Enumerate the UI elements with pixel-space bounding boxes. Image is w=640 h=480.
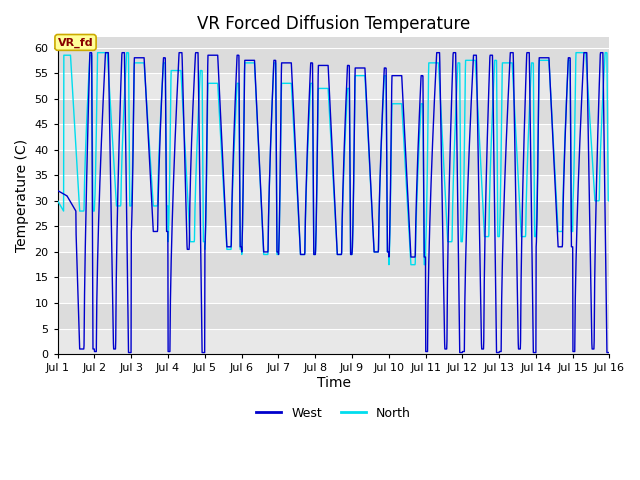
North (605, 198, 613, 204)
West (86, 50, 93, 56)
North (362, 87, 369, 93)
West (573, 238, 580, 243)
Line: North: North (58, 53, 609, 264)
West (54, 188, 61, 193)
Y-axis label: Temperature (C): Temperature (C) (15, 139, 29, 252)
Text: VR_fd: VR_fd (58, 37, 93, 48)
West (350, 161, 358, 167)
North (93, 50, 101, 56)
Bar (58, 227, 609, 252)
West (125, 350, 132, 356)
Bar (58, 73, 609, 99)
West (495, 350, 502, 356)
Line: West: West (58, 53, 609, 353)
North (208, 81, 216, 86)
West (605, 350, 613, 356)
Legend: West, North: West, North (252, 402, 416, 424)
Title: VR Forced Diffusion Temperature: VR Forced Diffusion Temperature (197, 15, 470, 33)
West (208, 52, 216, 58)
North (573, 50, 580, 56)
North (54, 198, 61, 204)
North (350, 182, 358, 188)
Bar (58, 277, 609, 303)
West (557, 244, 565, 250)
North (495, 234, 502, 240)
West (362, 85, 370, 91)
North (557, 228, 565, 234)
Bar (58, 124, 609, 150)
X-axis label: Time: Time (317, 376, 351, 390)
North (385, 262, 393, 267)
Bar (58, 175, 609, 201)
Bar (58, 328, 609, 354)
